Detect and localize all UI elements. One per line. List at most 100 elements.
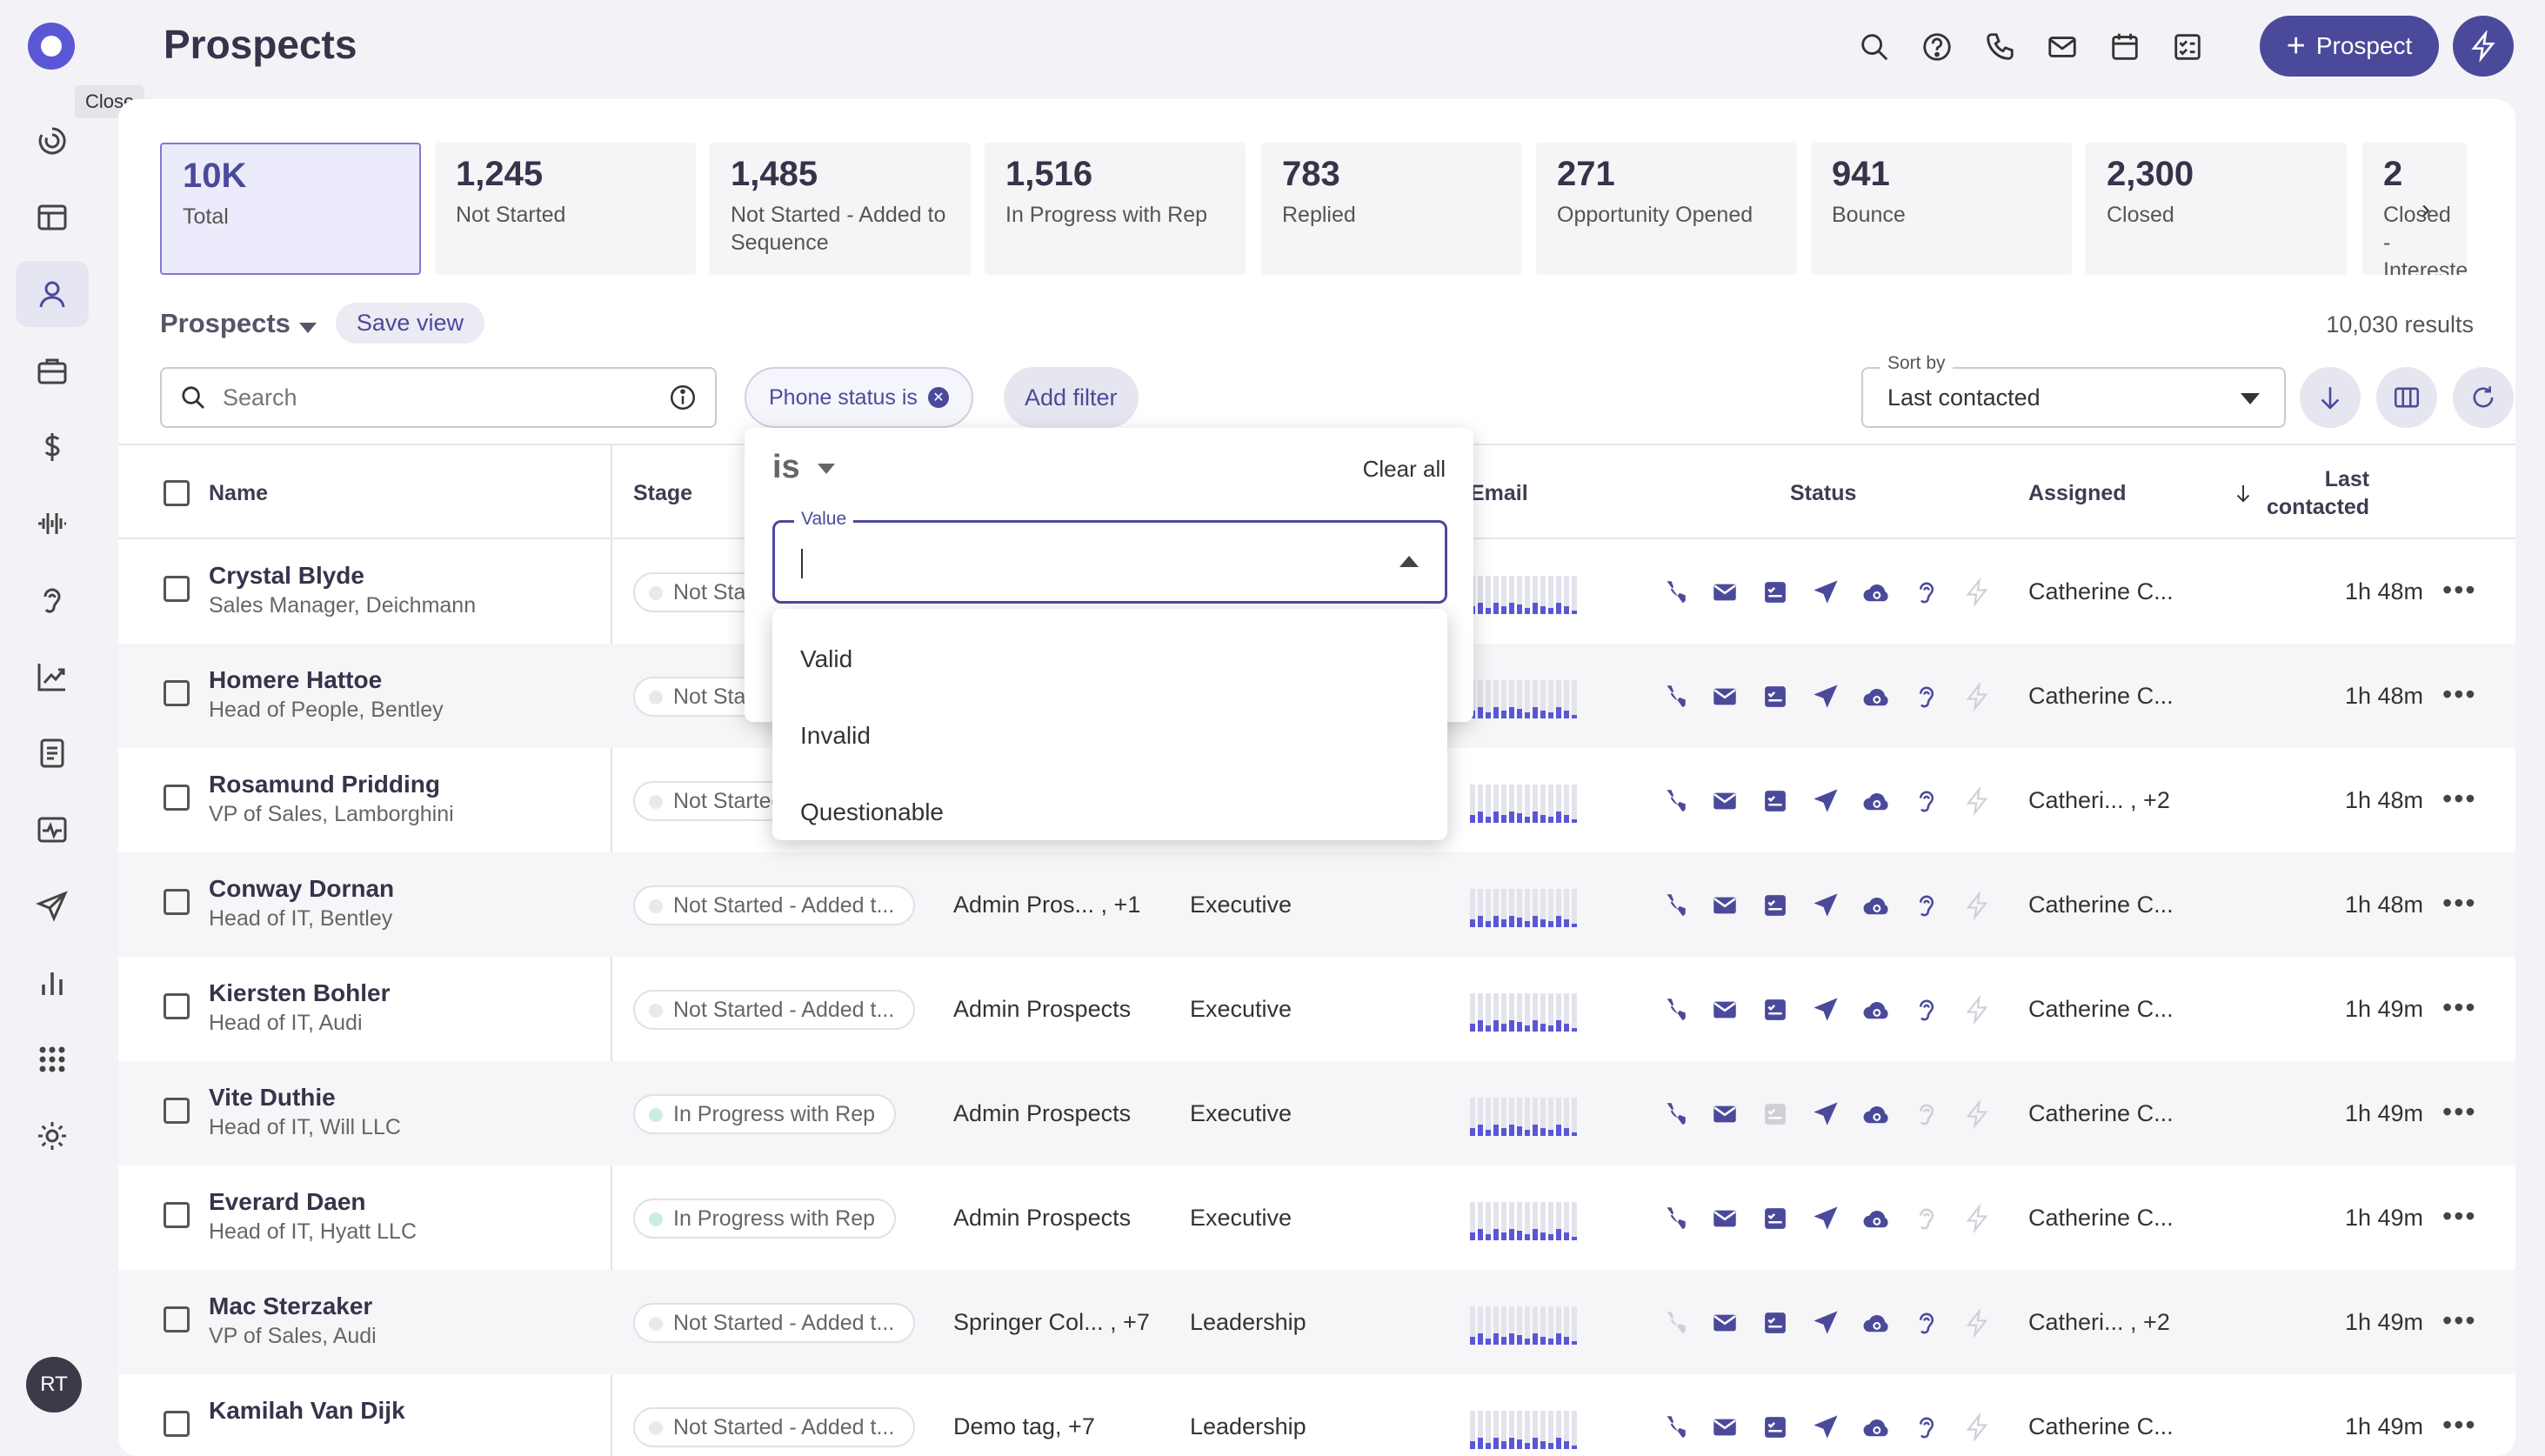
nav-analytics[interactable] <box>16 950 89 1016</box>
task-icon[interactable] <box>1757 783 1794 819</box>
row-checkbox[interactable] <box>164 1098 190 1124</box>
cloud-icon[interactable] <box>1858 678 1894 715</box>
cloud-icon[interactable] <box>1858 1096 1894 1132</box>
ear-icon[interactable] <box>1908 1200 1945 1237</box>
column-status[interactable]: Status <box>1790 480 1857 505</box>
bolt-icon[interactable] <box>1959 1305 1995 1341</box>
columns-button[interactable] <box>2376 367 2437 428</box>
stat-card[interactable]: 941 Bounce <box>1811 143 2072 275</box>
ear-icon[interactable] <box>1908 1305 1945 1341</box>
add-filter-button[interactable]: Add filter <box>1004 367 1139 428</box>
search-button[interactable] <box>1853 23 1896 71</box>
mail-icon[interactable] <box>1707 574 1743 611</box>
stat-card[interactable]: 10K Total <box>160 143 421 275</box>
row-checkbox[interactable] <box>164 785 190 811</box>
prospect-name[interactable]: Crystal Blyde <box>209 562 364 589</box>
bolt-icon[interactable] <box>1959 783 1995 819</box>
row-checkbox[interactable] <box>164 1306 190 1332</box>
value-input[interactable]: Value <box>772 509 1447 604</box>
cloud-icon[interactable] <box>1858 1305 1894 1341</box>
ear-icon[interactable] <box>1908 678 1945 715</box>
nav-signals[interactable] <box>16 491 89 557</box>
nav-dashboard[interactable] <box>16 184 89 250</box>
nav-reports[interactable] <box>16 644 89 710</box>
stat-card[interactable]: 271 Opportunity Opened <box>1536 143 1797 275</box>
mail-button[interactable] <box>2041 23 2084 71</box>
mail-icon[interactable] <box>1707 1096 1743 1132</box>
ear-icon[interactable] <box>1908 992 1945 1028</box>
column-email[interactable]: Email <box>1470 480 1528 505</box>
nav-prospects[interactable] <box>16 261 89 327</box>
help-button[interactable] <box>1915 23 1959 71</box>
more-icon[interactable]: ••• <box>2442 1305 2477 1336</box>
row-checkbox[interactable] <box>164 889 190 915</box>
stage-badge[interactable]: Not Started - Added t... <box>633 885 916 925</box>
prospect-name[interactable]: Everard Daen <box>209 1188 366 1215</box>
stage-badge[interactable]: In Progress with Rep <box>633 1094 897 1134</box>
phone-icon[interactable] <box>1656 1096 1693 1132</box>
task-icon[interactable] <box>1757 1200 1794 1237</box>
more-icon[interactable]: ••• <box>2442 1096 2477 1127</box>
stat-card[interactable]: 1,245 Not Started <box>435 143 696 275</box>
send-icon[interactable] <box>1807 678 1844 715</box>
phone-icon[interactable] <box>1656 678 1693 715</box>
stat-card[interactable]: 1,516 In Progress with Rep <box>985 143 1246 275</box>
more-icon[interactable]: ••• <box>2442 678 2477 710</box>
nav-tasks[interactable] <box>16 720 89 786</box>
info-icon[interactable] <box>668 383 698 412</box>
save-view-button[interactable]: Save view <box>335 303 484 344</box>
quick-actions-button[interactable] <box>2453 16 2514 77</box>
send-icon[interactable] <box>1807 992 1844 1028</box>
phone-icon[interactable] <box>1656 574 1693 611</box>
ear-icon[interactable] <box>1908 1409 1945 1446</box>
stat-card[interactable]: 783 Replied <box>1261 143 1522 275</box>
mail-icon[interactable] <box>1707 678 1743 715</box>
mail-icon[interactable] <box>1707 1409 1743 1446</box>
more-icon[interactable]: ••• <box>2442 1200 2477 1232</box>
nav-deals[interactable] <box>16 414 89 480</box>
column-name[interactable]: Name <box>209 480 269 505</box>
clear-all-button[interactable]: Clear all <box>1362 456 1446 482</box>
stage-badge[interactable]: Not Started - Added t... <box>633 990 916 1030</box>
search-input[interactable]: Search <box>160 367 717 428</box>
row-checkbox[interactable] <box>164 576 190 602</box>
prospect-name[interactable]: Vite Duthie <box>209 1084 336 1111</box>
task-icon[interactable] <box>1757 1096 1794 1132</box>
stat-card[interactable]: 2 Closed - Interested <box>2362 143 2467 275</box>
cloud-icon[interactable] <box>1858 574 1894 611</box>
send-icon[interactable] <box>1807 1409 1844 1446</box>
send-icon[interactable] <box>1807 574 1844 611</box>
table-row[interactable]: Kiersten Bohler Head of IT, Audi Not Start… <box>118 957 2515 1061</box>
view-dropdown[interactable]: Prospects <box>160 308 317 339</box>
row-checkbox[interactable] <box>164 680 190 706</box>
more-icon[interactable]: ••• <box>2442 574 2477 605</box>
task-icon[interactable] <box>1757 1409 1794 1446</box>
column-stage[interactable]: Stage <box>633 480 693 505</box>
prospect-name[interactable]: Kiersten Bohler <box>209 979 391 1006</box>
nav-activity[interactable] <box>16 108 89 174</box>
prospect-name[interactable]: Homere Hattoe <box>209 666 383 693</box>
send-icon[interactable] <box>1807 1305 1844 1341</box>
send-icon[interactable] <box>1807 1200 1844 1237</box>
ear-icon[interactable] <box>1908 783 1945 819</box>
refresh-button[interactable] <box>2453 367 2514 428</box>
bolt-icon[interactable] <box>1959 887 1995 924</box>
mail-icon[interactable] <box>1707 783 1743 819</box>
bolt-icon[interactable] <box>1959 1200 1995 1237</box>
ear-icon[interactable] <box>1908 887 1945 924</box>
sort-direction-button[interactable] <box>2300 367 2361 428</box>
select-all-checkbox[interactable] <box>164 480 190 506</box>
prospect-name[interactable]: Mac Sterzaker <box>209 1292 373 1319</box>
nav-monitor[interactable] <box>16 797 89 863</box>
close-icon[interactable]: ✕ <box>927 387 949 408</box>
bolt-icon[interactable] <box>1959 574 1995 611</box>
option-valid[interactable]: Valid <box>800 645 853 672</box>
table-row[interactable]: Kamilah Van Dijk Not Started - Added t...… <box>118 1374 2515 1456</box>
nav-accounts[interactable] <box>16 337 89 404</box>
cloud-icon[interactable] <box>1858 992 1894 1028</box>
tasks-button[interactable] <box>2166 23 2209 71</box>
app-logo[interactable] <box>28 23 75 70</box>
task-icon[interactable] <box>1757 678 1794 715</box>
row-checkbox[interactable] <box>164 1411 190 1437</box>
stage-badge[interactable]: In Progress with Rep <box>633 1199 897 1239</box>
